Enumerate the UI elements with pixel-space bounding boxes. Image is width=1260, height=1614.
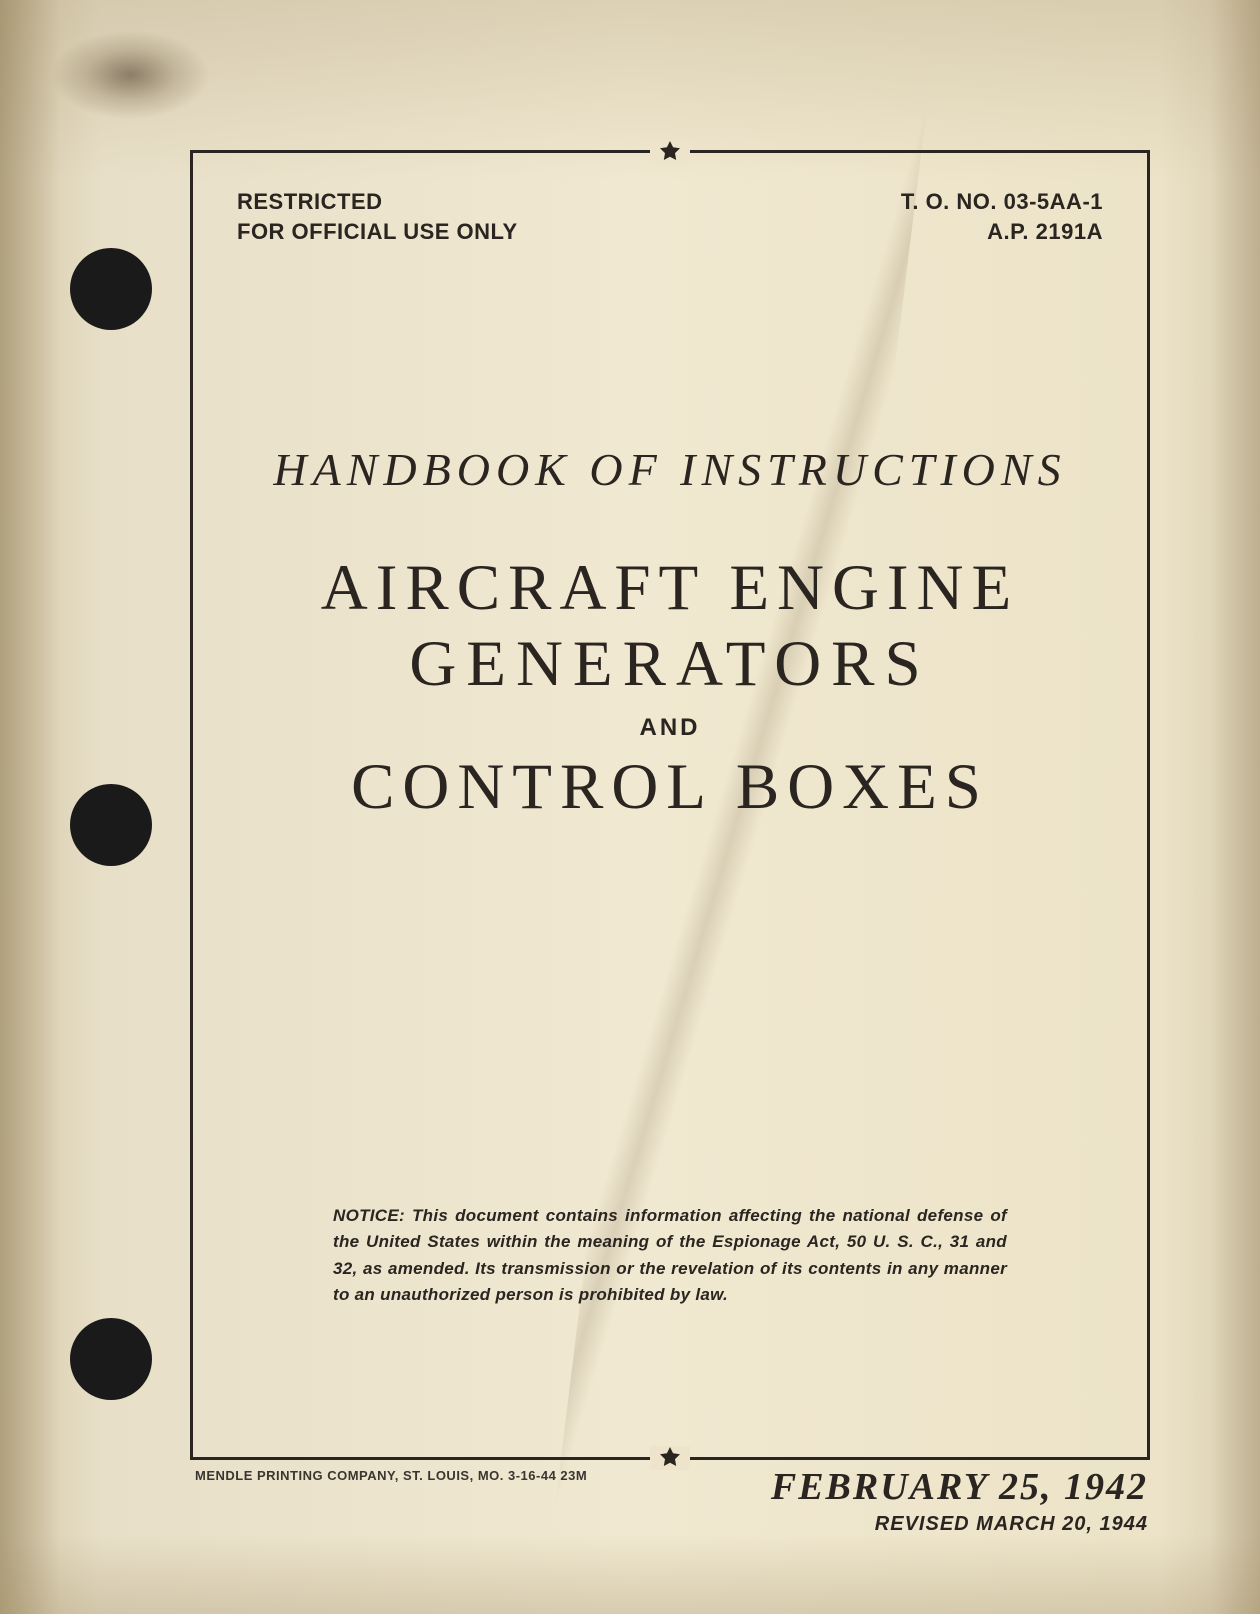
- handbook-subtitle: HANDBOOK OF INSTRUCTIONS: [193, 443, 1147, 496]
- aging-right: [1210, 0, 1260, 1614]
- notice-label: NOTICE:: [333, 1206, 405, 1225]
- aging-left: [0, 0, 60, 1614]
- title-line-3: CONTROL BOXES: [193, 752, 1147, 824]
- title-block: AIRCRAFT ENGINE GENERATORS AND CONTROL B…: [193, 553, 1147, 824]
- star-top-icon: [650, 140, 690, 164]
- notice-block: NOTICE: This document contains informati…: [333, 1203, 1007, 1308]
- title-and: AND: [193, 714, 1147, 742]
- content-frame: RESTRICTED FOR OFFICIAL USE ONLY T. O. N…: [190, 150, 1150, 1460]
- header-left: RESTRICTED FOR OFFICIAL USE ONLY: [237, 187, 518, 246]
- title-line-1: AIRCRAFT ENGINE: [193, 553, 1147, 625]
- aging-bottom: [0, 1534, 1260, 1614]
- punch-hole-1: [70, 248, 152, 330]
- restricted-label: RESTRICTED: [237, 187, 518, 217]
- printer-info: MENDLE PRINTING COMPANY, ST. LOUIS, MO. …: [195, 1468, 587, 1483]
- stain-top-left: [50, 30, 210, 120]
- date-block: FEBRUARY 25, 1942 REVISED MARCH 20, 1944: [771, 1465, 1148, 1536]
- official-use-label: FOR OFFICIAL USE ONLY: [237, 217, 518, 247]
- notice-body: This document contains information affec…: [333, 1206, 1007, 1304]
- star-bottom-icon: [650, 1446, 690, 1470]
- notice-text: NOTICE: This document contains informati…: [333, 1203, 1007, 1308]
- header-right: T. O. NO. 03-5AA-1 A.P. 2191A: [901, 187, 1103, 246]
- date-revised: REVISED MARCH 20, 1944: [771, 1513, 1148, 1536]
- date-main: FEBRUARY 25, 1942: [771, 1465, 1148, 1509]
- header-row: RESTRICTED FOR OFFICIAL USE ONLY T. O. N…: [237, 187, 1103, 246]
- ap-number: A.P. 2191A: [901, 217, 1103, 247]
- title-line-2: GENERATORS: [193, 629, 1147, 701]
- punch-hole-3: [70, 1318, 152, 1400]
- punch-hole-2: [70, 784, 152, 866]
- to-number: T. O. NO. 03-5AA-1: [901, 187, 1103, 217]
